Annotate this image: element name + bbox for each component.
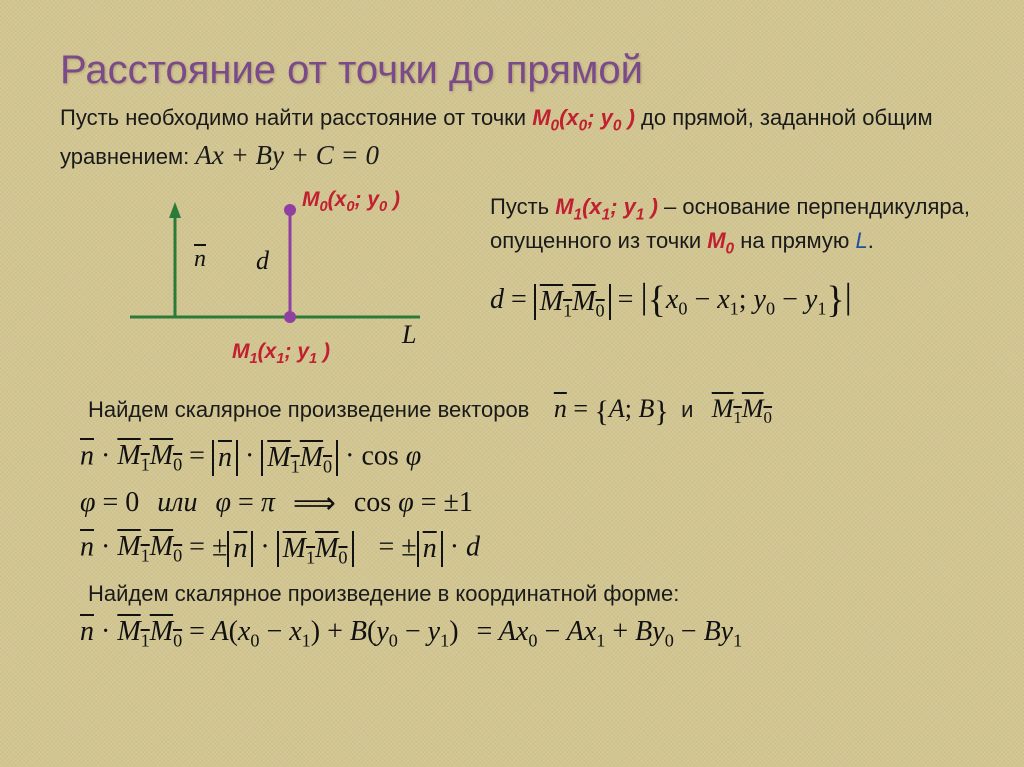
intro-point-m0: M0(x0; y0 ) xyxy=(532,105,635,130)
right-text-1: Пусть xyxy=(490,194,555,219)
phi-or: или xyxy=(157,487,197,519)
n-vector: n = {A; B} xyxy=(554,394,669,423)
right-text-4: . xyxy=(868,228,874,253)
formula-1: n · M1M0 = n · M1M0 · cos φ xyxy=(80,440,974,476)
formula-d: d = M1M0 = |{x0 − x1; y0 − y1}| xyxy=(490,274,974,320)
page-title: Расстояние от точки до прямой xyxy=(60,48,974,93)
right-text-3: на прямую xyxy=(734,228,855,253)
line-equation: Ax + By + C = 0 xyxy=(195,140,379,170)
scalar-text: Найдем скалярное произведение векторов n… xyxy=(88,388,974,430)
right-paragraph: Пусть M1(x1; y1 ) – основание перпендику… xyxy=(490,192,974,260)
diagram: M0(x0; y0 ) M1(x1; y1 ) d n L xyxy=(120,182,460,382)
right-m1: M1(x1; y1 ) xyxy=(555,194,658,219)
n-label: n xyxy=(194,246,206,273)
phi-line: φ = 0 или φ = π ⟹ cos φ = ±1 xyxy=(80,486,974,521)
intro-paragraph: Пусть необходимо найти расстояние от точ… xyxy=(60,103,974,174)
scalar-text-1: Найдем скалярное произведение векторов xyxy=(88,397,529,422)
scalar-and: и xyxy=(681,397,693,422)
m0-label: M0(x0; y0 ) xyxy=(302,188,400,215)
m1m0-vector: M1M0 xyxy=(712,394,772,423)
formula-2: n · M1M0 = ±n · M1M0 = ±n · d xyxy=(80,531,974,567)
L-label: L xyxy=(402,320,416,350)
intro-text-1: Пусть необходимо найти расстояние от точ… xyxy=(60,105,532,130)
formula-3: n · M1M0 = A(x0 − x1) + B(y0 − y1) = Ax0… xyxy=(80,616,974,652)
coord-text: Найдем скалярное произведение в координа… xyxy=(88,579,974,609)
d-label: d xyxy=(256,246,269,276)
right-m0: M0 xyxy=(707,228,734,253)
m1-label: M1(x1; y1 ) xyxy=(232,340,330,367)
right-L: L xyxy=(856,228,868,253)
